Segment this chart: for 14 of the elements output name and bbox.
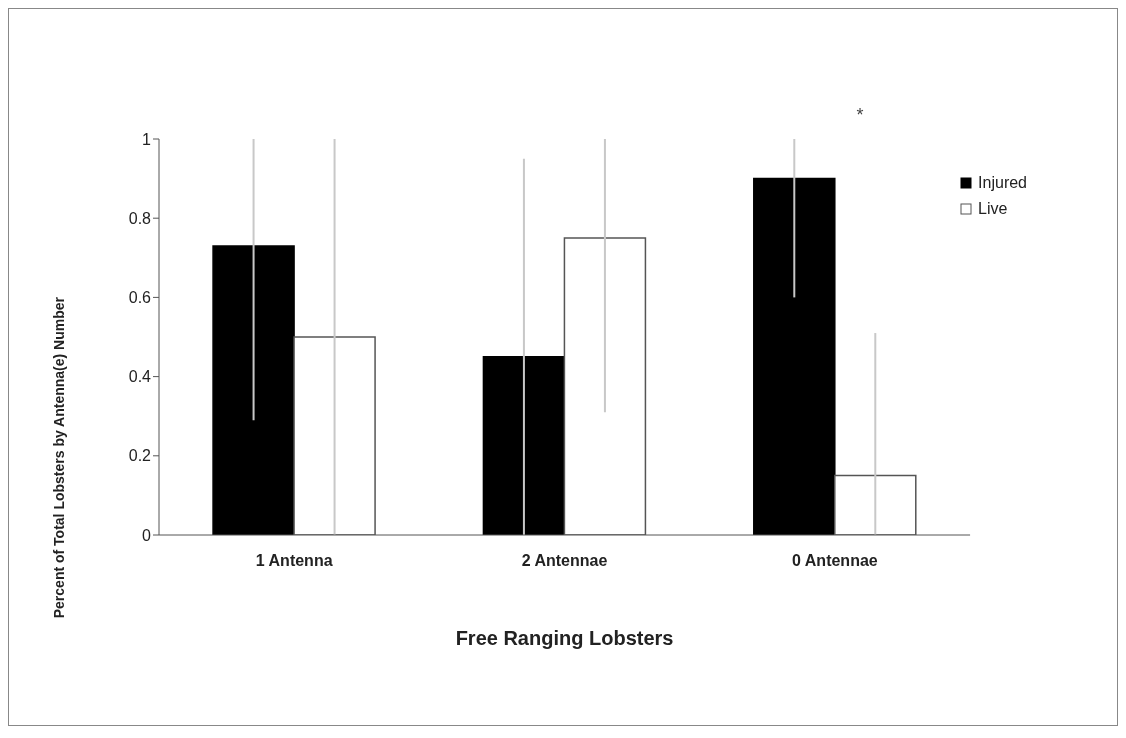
x-axis-title: Free Ranging Lobsters <box>455 627 674 649</box>
y-tick-label: 1 <box>142 130 152 148</box>
y-tick-label: 0.8 <box>128 209 152 227</box>
y-tick-label: 0.2 <box>128 447 152 465</box>
text: * <box>856 105 864 125</box>
y-tick-label: 0.4 <box>128 368 152 386</box>
x-tick-label: 2 Antennae <box>521 552 608 570</box>
x-tick-label: 1 Antenna <box>255 552 333 570</box>
x-tick-label: 0 Antennae <box>792 552 878 570</box>
y-tick-label: 0.6 <box>128 289 152 307</box>
legend-label: Injured <box>978 174 1027 192</box>
legend-label: Live <box>978 200 1008 218</box>
y-tick-label: 0 <box>142 526 152 544</box>
y-axis-title: Percent of Total Lobsters by Antenna(e) Number <box>50 296 67 619</box>
